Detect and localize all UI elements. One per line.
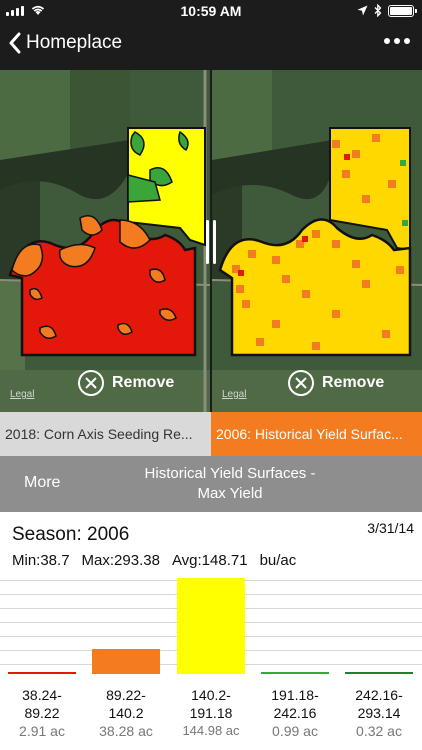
bin-label: 242.16- 293.14 0.32 ac <box>337 686 421 740</box>
dot-icon <box>384 38 390 44</box>
signal-icon <box>6 4 24 16</box>
unit-label: bu/ac <box>259 552 297 569</box>
yield-histogram <box>0 578 422 674</box>
bin-area: 0.99 ac <box>272 723 318 739</box>
histogram-bar <box>177 578 245 674</box>
bin-range-end: 140.2 <box>108 705 144 721</box>
bin-range-start: 191.18- <box>271 687 319 703</box>
tab-right-layer[interactable]: 2006: Historical Yield Surfac... <box>211 412 422 456</box>
min-stat: Min:38.7 <box>12 552 70 569</box>
nav-bar: Homeplace <box>0 24 422 70</box>
tab-label: 2006: Historical Yield Surfac... <box>216 426 403 442</box>
histogram-bar <box>261 672 329 674</box>
remove-label: Remove <box>322 374 385 391</box>
satellite-map-left <box>0 70 210 412</box>
histogram-bar <box>8 672 76 674</box>
bin-range-end: 242.16 <box>273 705 317 721</box>
remove-left-layer-button[interactable]: Remove <box>78 370 174 396</box>
status-bar: 10:59 AM <box>0 0 422 24</box>
bin-area: 2.91 ac <box>19 723 65 739</box>
histogram-bar <box>345 672 413 674</box>
bin-label: 140.2- 191.18 144.98 ac <box>169 686 253 740</box>
bin-label: 89.22- 140.2 38.28 ac <box>84 686 168 740</box>
remove-right-layer-button[interactable]: Remove <box>288 370 384 396</box>
map-compare-view: Legal Remove <box>0 70 422 412</box>
map-pane-left[interactable]: Legal Remove <box>0 70 210 412</box>
more-options-button[interactable] <box>384 38 410 44</box>
bin-label: 191.18- 242.16 0.99 ac <box>253 686 337 740</box>
stats-row: Min:38.7 Max:293.38 Avg:148.71 bu/ac <box>12 552 296 569</box>
battery-icon <box>388 4 417 17</box>
bin-range-end: 293.14 <box>357 705 401 721</box>
layer-title-line2: Max Yield <box>197 485 263 502</box>
bin-area: 0.32 ac <box>356 723 402 739</box>
bin-area: 144.98 ac <box>182 723 240 738</box>
remove-label: Remove <box>112 374 175 391</box>
close-circle-icon <box>78 370 104 396</box>
map-pane-right[interactable]: Legal Remove <box>212 70 422 412</box>
bin-range-start: 140.2- <box>191 687 231 703</box>
status-time: 10:59 AM <box>180 3 242 19</box>
histogram-bar <box>92 649 160 674</box>
bin-area: 38.28 ac <box>99 723 153 739</box>
layer-tabs: 2018: Corn Axis Seeding Re... 2006: Hist… <box>0 412 422 456</box>
bin-range-start: 242.16- <box>355 687 403 703</box>
bin-label: 38.24- 89.22 2.91 ac <box>0 686 84 740</box>
map-legal-link[interactable]: Legal <box>222 389 247 400</box>
chevron-left-icon <box>9 32 21 54</box>
bin-range-end: 191.18 <box>189 705 233 721</box>
more-button[interactable]: More <box>24 474 61 491</box>
dot-icon <box>404 38 410 44</box>
bin-range-end: 89.22 <box>24 705 60 721</box>
layer-title: Historical Yield Surfaces - Max Yield <box>100 464 360 504</box>
close-circle-icon <box>288 370 314 396</box>
tab-left-layer[interactable]: 2018: Corn Axis Seeding Re... <box>0 412 211 456</box>
dot-icon <box>394 38 400 44</box>
status-left <box>6 4 46 16</box>
bin-range-start: 89.22- <box>106 687 146 703</box>
status-right <box>357 4 417 17</box>
back-button[interactable]: Homeplace <box>8 32 122 54</box>
location-arrow-icon <box>357 5 368 16</box>
nav-title: Homeplace <box>26 32 123 53</box>
layer-info-bar: More Historical Yield Surfaces - Max Yie… <box>0 456 422 512</box>
wifi-icon <box>31 5 45 15</box>
satellite-map-right <box>212 70 422 412</box>
layer-title-line1: Historical Yield Surfaces - <box>144 465 316 482</box>
date-label: 3/31/14 <box>367 520 414 536</box>
season-label: Season: 2006 <box>12 524 130 545</box>
map-legal-link[interactable]: Legal <box>10 389 35 400</box>
split-divider-handle[interactable] <box>204 220 218 264</box>
bluetooth-icon <box>374 4 382 17</box>
bin-range-start: 38.24- <box>22 687 62 703</box>
yield-chart-panel: Season: 2006 3/31/14 Min:38.7 Max:293.38… <box>0 512 422 750</box>
max-stat: Max:293.38 <box>81 552 160 569</box>
avg-stat: Avg:148.71 <box>171 552 248 569</box>
tab-label: 2018: Corn Axis Seeding Re... <box>5 426 193 442</box>
